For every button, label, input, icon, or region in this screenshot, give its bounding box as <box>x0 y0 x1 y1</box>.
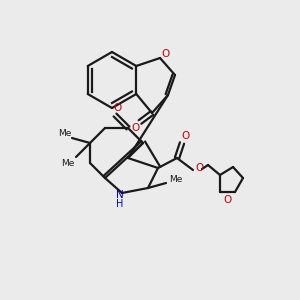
Text: O: O <box>224 195 232 205</box>
Text: O: O <box>131 123 139 133</box>
Text: O: O <box>181 131 189 141</box>
Text: H: H <box>116 199 124 209</box>
Text: O: O <box>195 163 203 173</box>
Text: N: N <box>116 190 124 200</box>
Text: O: O <box>161 49 169 59</box>
Text: Me: Me <box>58 130 72 139</box>
Text: Me: Me <box>169 176 183 184</box>
Text: O: O <box>113 103 121 113</box>
Text: Me: Me <box>61 158 75 167</box>
